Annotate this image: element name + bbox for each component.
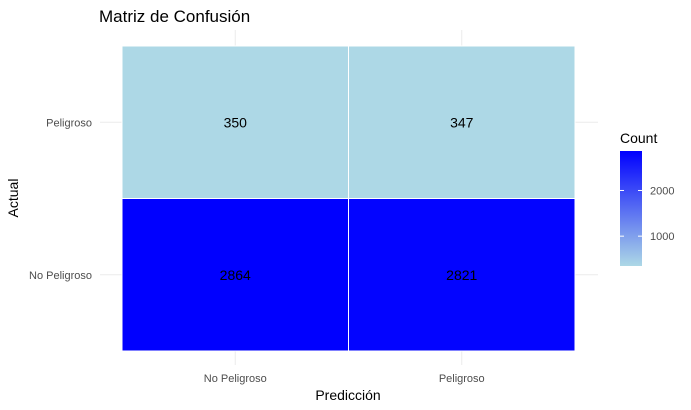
legend-tick-label: 2000 [650, 185, 674, 197]
y-axis-ticks: No Peligroso Peligroso [29, 117, 92, 282]
legend-tick-label: 1000 [650, 231, 674, 243]
heatmap-cells [121, 45, 576, 352]
heatmap-cell-no-peligroso-peligroso [348, 198, 576, 352]
cell-value-label: 2864 [220, 267, 251, 283]
cell-value-label: 2821 [446, 267, 477, 283]
cell-value-label: 350 [224, 114, 248, 130]
x-tick-label: No Peligroso [204, 373, 267, 385]
heatmap-cell-labels: 350 347 2864 2821 [220, 114, 478, 283]
chart-title: Matriz de Confusión [99, 7, 250, 26]
heatmap-cell-no-peligroso-no-peligroso [121, 198, 349, 352]
x-axis-ticks: No Peligroso Peligroso [204, 373, 485, 385]
y-tick-label: No Peligroso [29, 270, 92, 282]
y-axis-title: Actual [5, 179, 21, 218]
cell-value-label: 347 [450, 114, 474, 130]
y-tick-label: Peligroso [46, 117, 92, 129]
legend-ticks: 1000 2000 [620, 185, 674, 243]
x-axis-title: Predicción [315, 387, 380, 403]
heatmap-cell-peligroso-no-peligroso [121, 45, 349, 199]
x-tick-label: Peligroso [439, 373, 485, 385]
legend-title: Count [620, 130, 657, 146]
legend-colorbar [620, 151, 642, 266]
